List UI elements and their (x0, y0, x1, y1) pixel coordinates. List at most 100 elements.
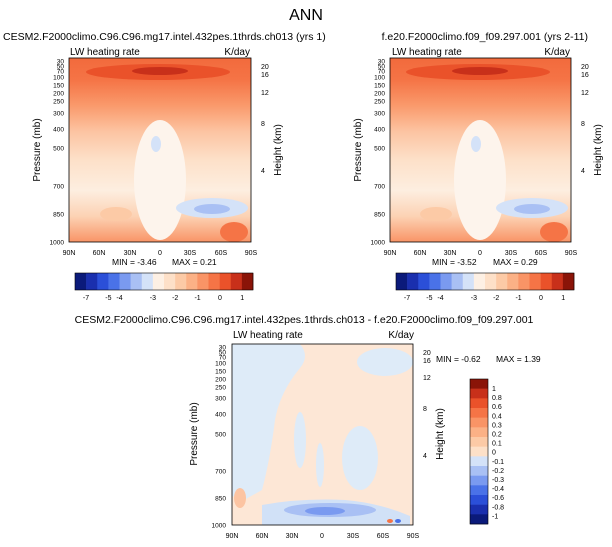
panel-1-y-tick: 250 (53, 98, 64, 105)
colorbar-swatch (208, 273, 220, 290)
panel-1-x-tick: 0 (158, 250, 162, 257)
panel-1-y-tick: 50 (57, 63, 65, 70)
panel-1-height-tick: 4 (261, 168, 265, 175)
colorbar-swatch (470, 466, 488, 476)
panel-1-min-label: MIN = -3.46 (112, 257, 157, 267)
panel-1-height-tick: 8 (261, 121, 265, 128)
panel-2-x-tick: 30S (505, 250, 518, 257)
panel-2-x-tick: 0 (478, 250, 482, 257)
colorbar-label: -0.6 (492, 495, 504, 502)
panel-1-y-tick: 70 (57, 68, 65, 75)
colorbar-swatch (418, 273, 430, 290)
colorbar-swatch (473, 273, 486, 290)
panel-1-height-axis-label: Height (km) (273, 124, 284, 176)
panel-1-height-tick: 20 (261, 64, 269, 71)
panel-1-x-tick: 60N (93, 250, 106, 257)
panel-2-y-tick: 500 (374, 145, 385, 152)
panel-3-y-tick: 1000 (212, 522, 227, 529)
panel-1-max-label: MAX = 0.21 (172, 257, 217, 267)
panel-3-x-tick: 30S (347, 533, 360, 540)
colorbar-label: 0.2 (492, 432, 502, 439)
panel-1-height-tick: 16 (261, 72, 269, 79)
panel-2-field-label: LW heating rate (392, 47, 462, 58)
panel-3-y-tick: 300 (215, 395, 226, 402)
panel-3-units: K/day (388, 330, 414, 341)
colorbar-label: 0.3 (492, 422, 502, 429)
panel-2-min-label: MIN = -3.52 (432, 257, 477, 267)
panel-3-y-tick: 850 (215, 495, 226, 502)
panel-1-y-tick: 200 (53, 90, 64, 97)
colorbar-swatch (175, 273, 187, 290)
panel-1-x-tick: 60S (215, 250, 228, 257)
panel-3-y-tick: 200 (215, 376, 226, 383)
colorbar-label: -0.3 (492, 477, 504, 484)
panel-2-y-tick: 250 (374, 98, 385, 105)
colorbar-swatch (219, 273, 232, 290)
colorbar-swatch (130, 273, 143, 290)
colorbar-label: -1 (515, 295, 521, 302)
colorbar-label: 0 (539, 295, 543, 302)
colorbar-label: -0.8 (492, 504, 504, 511)
panel-2-y-tick: 150 (374, 82, 385, 89)
panel-3-x-tick: 0 (320, 533, 324, 540)
colorbar-label: -2 (493, 295, 499, 302)
colorbar-swatch (396, 273, 408, 290)
panel-2-y-tick: 50 (378, 63, 386, 70)
colorbar-label: -1 (492, 513, 498, 520)
panel-3-x-tick: 30N (286, 533, 299, 540)
colorbar-label: 0.6 (492, 404, 502, 411)
colorbar-swatch (507, 273, 519, 290)
panel-1-x-tick: 30N (124, 250, 137, 257)
panel-2-x-tick: 30N (444, 250, 457, 257)
panel-1-title: CESM2.F2000climo.C96.C96.mg17.intel.432p… (3, 31, 326, 43)
colorbar-swatch (75, 273, 87, 290)
panel-2-plot-area (389, 57, 572, 243)
colorbar-swatch (470, 437, 488, 447)
colorbar-label: -4 (116, 295, 122, 302)
panel-2-y-tick: 100 (374, 74, 385, 81)
colorbar-swatch (152, 273, 165, 290)
panel-3-height-axis-label: Height (km) (435, 408, 446, 460)
panel-2-x-tick: 90S (565, 250, 578, 257)
colorbar-swatch (451, 273, 464, 290)
colorbar-swatch (470, 446, 488, 457)
colorbar-label: -3 (471, 295, 477, 302)
colorbar-label: -7 (404, 295, 410, 302)
colorbar-label: 0.1 (492, 441, 502, 448)
panel-3-x-tick: 90S (407, 533, 420, 540)
colorbar-swatch (197, 273, 209, 290)
panel-3-x-tick: 60S (377, 533, 390, 540)
panel-2-height-axis-label: Height (km) (593, 124, 604, 176)
panel-3-y-tick: 150 (215, 368, 226, 375)
colorbar-label: -3 (150, 295, 156, 302)
panel-1-x-tick: 90N (63, 250, 76, 257)
panel-1-plot-area (68, 57, 252, 243)
colorbar-swatch (462, 273, 475, 290)
panel-2-height-tick: 20 (581, 64, 589, 71)
panel-1-height-tick: 12 (261, 90, 269, 97)
colorbar-swatch (518, 273, 530, 290)
colorbar-label: 0.4 (492, 413, 502, 420)
colorbar-swatch (470, 485, 488, 496)
panel-3-y-tick: 500 (215, 431, 226, 438)
panel-1-field-label: LW heating rate (70, 47, 140, 58)
colorbar-swatch (470, 408, 488, 418)
panel-2-y-tick: 700 (374, 183, 385, 190)
colorbar-swatch (440, 273, 452, 290)
colorbar-label: -5 (105, 295, 111, 302)
colorbar-swatch (470, 379, 488, 389)
colorbar-swatch (470, 398, 488, 409)
panel-3-height-tick: 4 (423, 453, 427, 460)
panel-3-y-axis-label: Pressure (mb) (189, 402, 200, 465)
colorbar-label: -2 (172, 295, 178, 302)
panel-2-title: f.e20.F2000climo.f09_f09.297.001 (yrs 2-… (382, 31, 588, 43)
colorbar-swatch (97, 273, 109, 290)
colorbar-label: 0 (492, 450, 496, 457)
colorbar-swatch (429, 273, 441, 290)
colorbar-swatch (562, 273, 575, 290)
colorbar-swatch (496, 273, 508, 290)
colorbar-label: -0.2 (492, 468, 504, 475)
panel-3-y-tick: 70 (219, 354, 227, 361)
colorbar-top-left: -7 -5 -4 -3 -2 -1 0 1 (74, 272, 254, 302)
